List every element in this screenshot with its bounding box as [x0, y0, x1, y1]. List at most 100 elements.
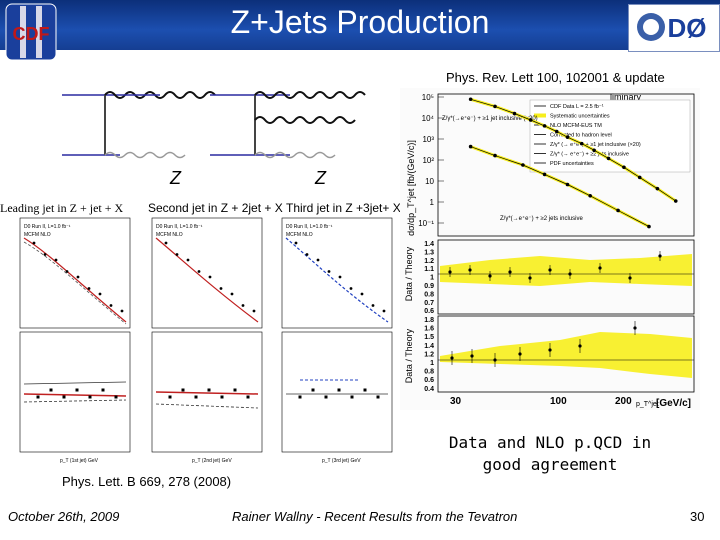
d0-panel-1-x-label: p_T (1st jet) GeV — [60, 458, 99, 464]
cdf-ratio-tick: 0.8 — [424, 369, 434, 376]
cdf-y-tick: 1 — [430, 198, 435, 207]
conclusion-text: Data and NLO p.QCD in good agreement — [448, 433, 652, 474]
cdf-data-point — [565, 182, 570, 187]
d0-panel-1-point — [120, 309, 124, 313]
feynman-diagram-2: Z — [210, 91, 366, 188]
cdf-data-point — [616, 208, 620, 213]
d0-panel-2-legend-2: MCFM NLO — [156, 232, 183, 238]
cdf-series-2-label: Z/γ*(→e⁺e⁻) + ≥2 jets inclusive — [500, 215, 583, 222]
d0-panel-3-ratio-point — [350, 395, 354, 399]
d0-panel-3-legend-2: MCFM NLO — [286, 232, 313, 238]
cdf-legend-item: NLO MCFM-EUS TM — [550, 123, 602, 129]
d0-panel-2-ratio-point — [207, 388, 211, 392]
d0-panel-2-point — [241, 304, 245, 307]
d0-panel-2-x-label: p_T (2nd jet) GeV — [192, 458, 232, 464]
cdf-data-point — [468, 97, 473, 102]
d0-panel-1-legend-1: D0 Run II, L=1.0 fb⁻¹ — [24, 224, 71, 230]
d0-panel-3-point — [338, 275, 342, 279]
d0-data-marks — [32, 241, 386, 399]
cdf-data-point — [647, 224, 651, 229]
cdf-ratio-2-marks — [450, 321, 637, 367]
d0-panel-1-point — [87, 287, 91, 290]
d0-panel-2-point — [164, 241, 168, 245]
cdf-ratio-1-marks — [448, 251, 662, 283]
cdf-data-point — [673, 199, 678, 203]
d0-panel-1-ratio-point — [62, 395, 66, 399]
cdf-ratio-tick: 0.9 — [424, 283, 434, 290]
cdf-series-1-label: Z/γ*(→e⁺e⁻) + ≥1 jet inclusive (×20) — [442, 115, 538, 122]
cdf-y-tick: 10² — [422, 156, 434, 165]
d0-panel-2-point — [208, 275, 212, 279]
cdf-x-tick-200: 200 — [615, 396, 632, 407]
cdf-x-unit: [GeV/c] — [656, 398, 691, 409]
d0-panel-2-ratio-point — [246, 395, 250, 399]
cdf-data-point — [637, 175, 642, 180]
feynman-diagram-1: Z — [62, 91, 216, 188]
cdf-data-point — [579, 141, 584, 146]
d0-panel-3-point — [382, 309, 386, 313]
d0-panel-1-point — [54, 258, 58, 262]
cdf-x-tick-100: 100 — [550, 396, 567, 407]
d0-panel-2-ratio-point — [233, 388, 237, 392]
d0-logo-text: DØ — [668, 13, 707, 43]
diagram-z-label-2: Z — [314, 168, 327, 188]
d0-logo: DØ — [628, 4, 720, 52]
cdf-y-axis-label: dσ/dp_T^jet [fb/(GeV/c)] — [406, 140, 416, 236]
d0-panel-2-point — [230, 292, 234, 296]
cdf-ratio-tick: 1.4 — [424, 241, 434, 248]
d0-panel-2-point — [219, 287, 223, 290]
d0-panel-3-ratio-point — [324, 395, 328, 399]
d0-panel-1-point — [43, 253, 47, 256]
d0-panel-2-point — [252, 309, 256, 313]
caption-second-jet: Second jet in Z + 2jet + X — [148, 201, 283, 215]
d0-panel-3-ratio-point — [311, 388, 315, 392]
cdf-data-point — [542, 124, 547, 128]
cdf-legend-item: Corrected to hadron level — [550, 133, 612, 139]
cdf-y-tick: 10⁵ — [422, 93, 434, 102]
cdf-data-point — [565, 135, 570, 139]
d0-figures: D0 Run II, L=1.0 fb⁻¹ MCFM NLO p_T (1st … — [0, 214, 400, 476]
d0-panel-2-point — [197, 270, 201, 273]
d0-panel-1-ratio-point — [114, 395, 118, 399]
page-title: Z+Jets Production — [230, 4, 490, 40]
d0-panel-3-ratio-point — [376, 395, 380, 399]
cdf-data-point — [528, 118, 533, 122]
cdf-x-tick-30: 30 — [450, 396, 462, 407]
cdf-ratio-tick: 0.8 — [424, 291, 434, 298]
cdf-ratio-tick: 1.6 — [424, 326, 434, 333]
cdf-ratio-tick: 0.6 — [424, 377, 434, 384]
cdf-ratio-tick: 1.8 — [424, 317, 434, 324]
cdf-data-point — [542, 172, 547, 177]
d0-panel-3-x-label: p_T (3rd jet) GeV — [322, 458, 361, 464]
cdf-data-marks — [468, 97, 678, 229]
d0-panel-1-point — [109, 304, 113, 307]
cdf-ratio-tick: 1.5 — [424, 334, 434, 341]
cdf-ratio-tick: 1 — [430, 275, 434, 282]
cdf-y-ticks: 10⁵ 10⁴ 10³ 10² 10 1 10⁻¹ — [418, 93, 444, 228]
cdf-data-point — [468, 144, 473, 149]
cdf-y-tick: 10⁴ — [422, 114, 435, 123]
cdf-legend-item: Systematic uncertainties — [550, 114, 610, 120]
cdf-legend-item: PDF uncertainties — [550, 161, 594, 167]
cdf-x-var: p_T^jet — [636, 401, 659, 408]
d0-panel-1-ratio-point — [49, 388, 53, 392]
footer-author: Rainer Wallny - Recent Results from the … — [232, 509, 518, 524]
cdf-y-tick: 10 — [425, 177, 434, 186]
d0-panel-3-point — [360, 292, 364, 296]
cdf-data-point — [493, 104, 497, 109]
d0-panel-1-point — [32, 241, 36, 245]
cdf-ratio-tick: 1.3 — [424, 249, 434, 256]
d0-panel-2-ratio-point — [168, 395, 172, 399]
d0-panel-2-legend-1: D0 Run II, L=1.0 fb⁻¹ — [156, 224, 203, 230]
cdf-y-tick: 10⁻¹ — [418, 219, 434, 228]
cdf-data-point — [592, 148, 596, 153]
d0-panel-1-ratio-point — [88, 395, 92, 399]
d0-panel-2-point — [186, 258, 190, 262]
title-bar — [0, 0, 720, 50]
cdf-legend: CDF Data L = 2.5 fb⁻¹ Systematic uncertai… — [529, 99, 691, 173]
feynman-diagrams: Z Z — [62, 91, 366, 188]
cdf-data-point — [606, 156, 611, 161]
d0-panel-3-point — [294, 241, 298, 245]
cdf-ratio-tick: 1.2 — [424, 258, 434, 265]
cdf-series-line — [470, 98, 676, 202]
